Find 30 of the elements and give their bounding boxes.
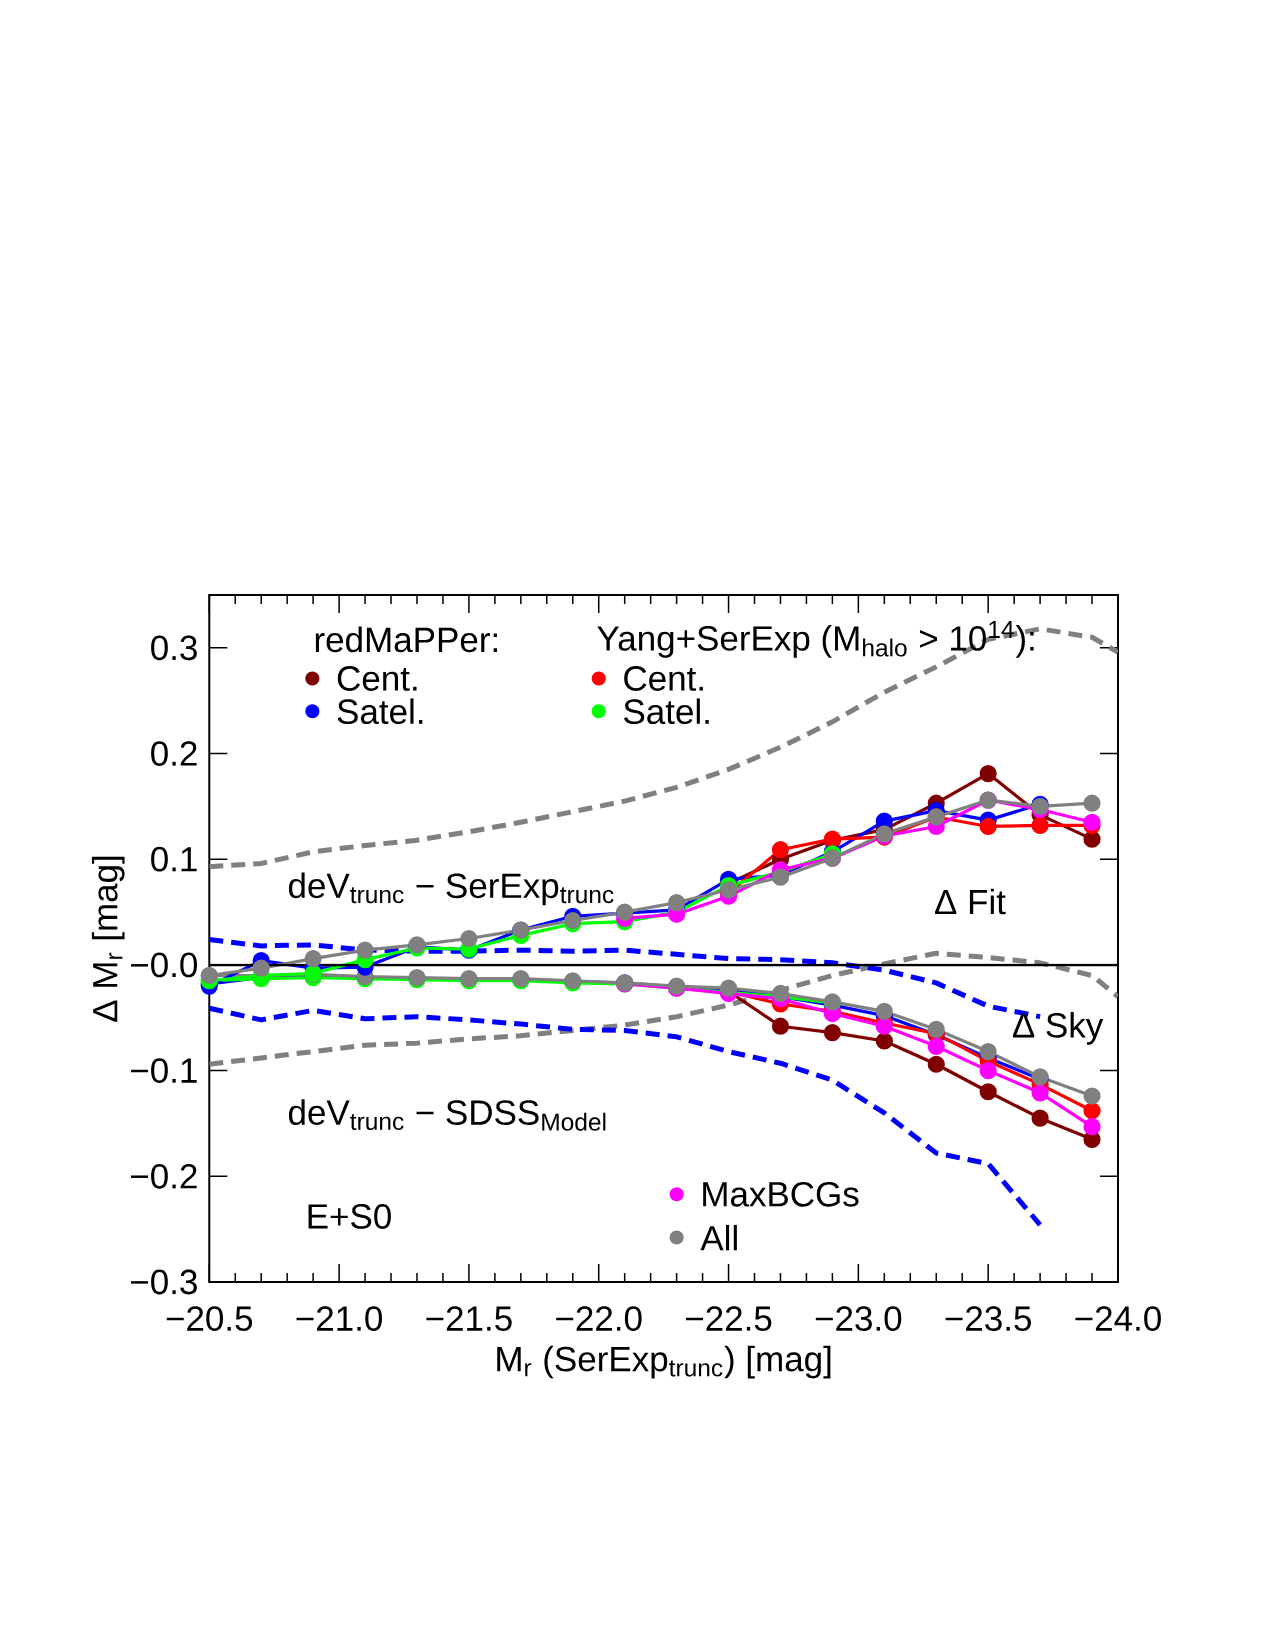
annotation: Δ Fit xyxy=(935,888,1006,915)
annotation: E+S0 xyxy=(308,1204,391,1229)
y-tick-label: −0.3 xyxy=(131,1269,197,1295)
x-tick-label: −23.5 xyxy=(945,1306,1031,1331)
x-tick-label: −24.0 xyxy=(1075,1306,1161,1331)
y-tick-label: 0.3 xyxy=(151,635,197,661)
annotation: redMaPPer: xyxy=(315,626,497,653)
x-tick-label: −22.5 xyxy=(685,1306,772,1331)
legend-label: Cent. xyxy=(337,666,417,691)
y-tick-label: 0.1 xyxy=(151,846,197,872)
y-tick-label: −0.1 xyxy=(131,1058,197,1083)
x-tick-label: −20.5 xyxy=(166,1306,253,1331)
legend-label: Cent. xyxy=(624,666,703,691)
legend-label: MaxBCGs xyxy=(703,1181,859,1207)
annotation: Yang+SerExp (M$_{halo}$ > 10$^{14}$): xyxy=(597,621,1034,658)
y-tick-label: −0.0 xyxy=(131,952,198,978)
annotation: deV$_{trunc}$ − SerExp$_{trunc}$ xyxy=(288,872,614,906)
x-tick-label: −23.0 xyxy=(815,1306,902,1331)
annotation: deV$_{trunc}$ − SDSS$_{Model}$ xyxy=(288,1099,606,1131)
y-axis-title: Δ M$_{r}$ [mag] xyxy=(91,856,125,1022)
x-axis-title: M$_{r}$ (SerExp$_{trunc}$) [mag] xyxy=(497,1345,831,1379)
legend-label: Satel. xyxy=(624,698,709,725)
legend-label: Satel. xyxy=(337,698,423,725)
x-tick-label: −21.0 xyxy=(296,1306,382,1331)
y-tick-label: −0.2 xyxy=(131,1163,197,1189)
legend-label: All xyxy=(700,1224,737,1251)
x-tick-label: −22.0 xyxy=(556,1306,642,1331)
y-tick-label: 0.2 xyxy=(151,741,197,766)
annotation: Δ Sky xyxy=(1012,1012,1104,1045)
x-tick-label: −21.5 xyxy=(426,1306,512,1331)
